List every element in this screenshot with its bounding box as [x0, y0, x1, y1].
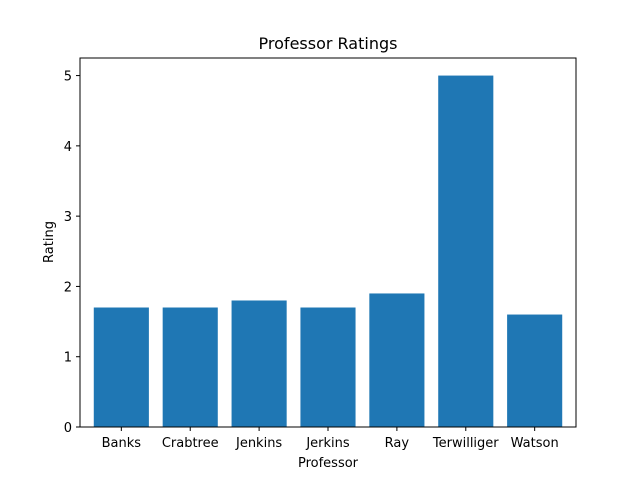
x-tick-label: Ray: [385, 436, 410, 451]
x-ticks-group: Banks Crabtree Jenkins Jerkins Ray Terwillige…: [102, 427, 559, 451]
y-axis-label: Rating: [42, 221, 57, 263]
bar-jenkins: [231, 300, 287, 427]
bar-ray: [369, 293, 425, 427]
y-tick-label: 4: [64, 140, 72, 155]
y-tick-label: 2: [64, 280, 72, 295]
y-tick-label: 0: [64, 421, 72, 436]
x-tick-label: Jerkins: [305, 436, 350, 451]
y-tick-label: 5: [64, 70, 72, 85]
chart-title: Professor Ratings: [259, 34, 398, 53]
bar-crabtree: [162, 307, 218, 427]
x-axis-label: Professor: [298, 456, 359, 471]
x-tick-label: Jenkins: [235, 436, 282, 451]
x-tick-label: Crabtree: [162, 436, 219, 451]
x-tick-label: Watson: [511, 436, 559, 451]
bars-group: [93, 75, 563, 427]
y-tick-label: 1: [64, 351, 72, 366]
bar-jerkins: [300, 307, 356, 427]
y-tick-label: 3: [64, 210, 72, 225]
x-tick-label: Banks: [102, 436, 142, 451]
bar-terwilliger: [438, 75, 494, 427]
y-ticks-group: 0 1 2 3 4 5: [64, 70, 80, 436]
bar-banks: [93, 307, 149, 427]
plot-area-frame: [79, 57, 577, 428]
x-tick-label: Terwilliger: [432, 436, 499, 451]
bar-watson: [507, 314, 563, 427]
